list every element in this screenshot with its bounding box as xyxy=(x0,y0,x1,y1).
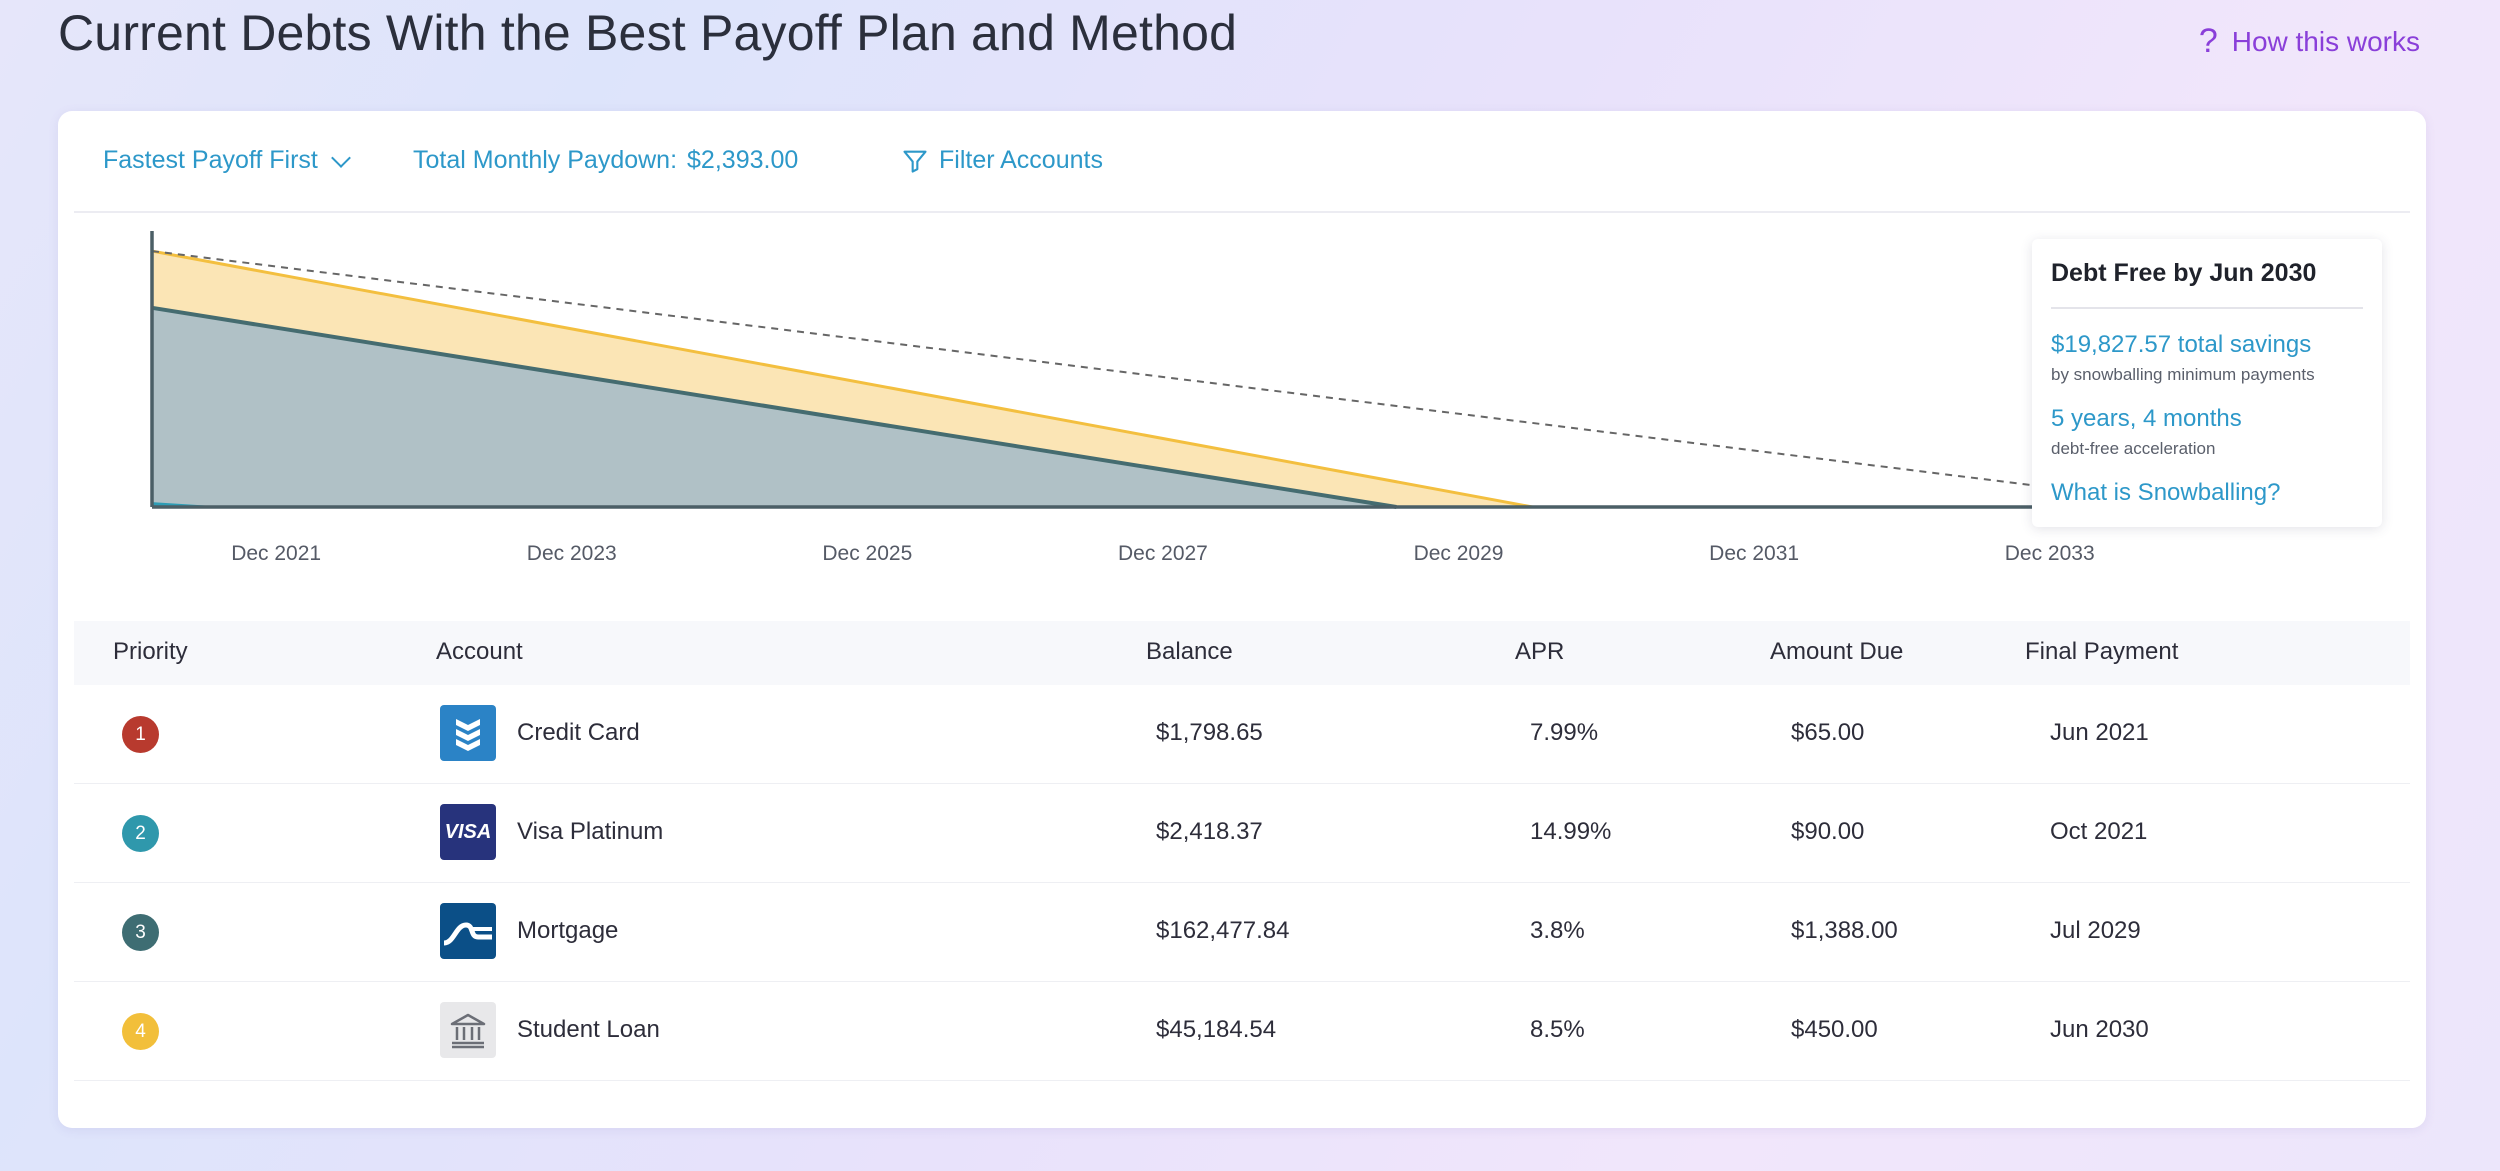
priority-badge: 1 xyxy=(122,716,159,753)
acceleration[interactable]: 5 years, 4 months xyxy=(2051,405,2242,432)
summary-divider xyxy=(2051,307,2363,309)
page-title: Current Debts With the Best Payoff Plan … xyxy=(58,5,1238,61)
filter-icon xyxy=(903,150,927,173)
x-tick-label: Dec 2031 xyxy=(1709,542,1800,565)
amount-due-value: $65.00 xyxy=(1791,719,1865,746)
priority-badge: 4 xyxy=(122,1013,159,1050)
account-name: Credit Card xyxy=(517,719,640,746)
x-tick-label: Dec 2027 xyxy=(1117,542,1208,565)
priority-badge: 2 xyxy=(122,815,159,852)
what-is-snowballing-link[interactable]: What is Snowballing? xyxy=(2051,479,2281,506)
apr-value: 14.99% xyxy=(1530,818,1612,845)
table-row[interactable]: 2 VISA Visa Platinum $2,418.37 14.99% $9… xyxy=(74,784,2410,883)
table-row[interactable]: 1 Credit Card $1,798.65 7.99% $65.00 Jun… xyxy=(74,685,2410,784)
priority-badge: 3 xyxy=(122,914,159,951)
balance-value: $2,418.37 xyxy=(1156,818,1263,845)
final-payment-value: Jun 2030 xyxy=(2050,1016,2149,1043)
apr-value: 7.99% xyxy=(1530,719,1599,746)
filter-label: Filter Accounts xyxy=(939,146,1103,174)
account-name: Student Loan xyxy=(517,1016,660,1043)
header-final-payment[interactable]: Final Payment xyxy=(2025,638,2179,665)
yellow-area-line xyxy=(151,249,1533,509)
visa-icon-text: VISA xyxy=(444,820,492,843)
bank-icon xyxy=(440,1002,496,1058)
total-value: $2,393.00 xyxy=(687,146,799,174)
chevron-down-icon xyxy=(330,147,351,168)
table-row[interactable]: 3 Mortgage $162,477.84 3.8% $1,388.00 Ju… xyxy=(74,883,2410,982)
apr-value: 3.8% xyxy=(1530,917,1585,944)
sort-label: Fastest Payoff First xyxy=(103,146,318,174)
visa-icon: VISA xyxy=(440,804,496,860)
total-label: Total Monthly Paydown: xyxy=(413,146,678,174)
debts-card: Fastest Payoff First Total Monthly Paydo… xyxy=(58,111,2426,1128)
header-amount-due[interactable]: Amount Due xyxy=(1770,638,1904,665)
how-this-works-link[interactable]: ? How this works xyxy=(2199,22,2420,61)
balance-value: $162,477.84 xyxy=(1156,917,1290,944)
total-monthly-paydown[interactable]: Total Monthly Paydown: $2,393.00 xyxy=(413,146,798,175)
sort-dropdown[interactable]: Fastest Payoff First xyxy=(103,146,351,175)
credit-card-icon xyxy=(440,705,496,761)
total-savings-note: by snowballing minimum payments xyxy=(2051,365,2315,384)
account-name: Mortgage xyxy=(517,917,619,944)
table-row[interactable]: 4 Student Loan $45,184.54 8.5% $450.00 J… xyxy=(74,982,2410,1081)
x-tick-label: Dec 2029 xyxy=(1413,542,1504,565)
toolbar: Fastest Payoff First Total Monthly Paydo… xyxy=(74,111,2410,213)
amount-due-value: $450.00 xyxy=(1791,1016,1878,1043)
header-priority[interactable]: Priority xyxy=(113,638,188,665)
mortgage-icon xyxy=(440,903,496,959)
how-this-works-label: How this works xyxy=(2231,25,2420,57)
amount-due-value: $90.00 xyxy=(1791,818,1865,845)
x-tick-label: Dec 2021 xyxy=(231,542,322,565)
header-account[interactable]: Account xyxy=(436,638,523,665)
header-apr[interactable]: APR xyxy=(1515,638,1565,665)
teal-area-line xyxy=(151,305,1397,509)
balance-value: $1,798.65 xyxy=(1156,719,1263,746)
x-tick-label: Dec 2023 xyxy=(526,542,617,565)
debt-free-title: Debt Free by Jun 2030 xyxy=(2051,259,2317,287)
table-header: Priority Account Balance APR Amount Due … xyxy=(74,621,2410,685)
account-name: Visa Platinum xyxy=(517,818,664,845)
x-tick-label: Dec 2033 xyxy=(2004,542,2095,565)
filter-accounts-button[interactable]: Filter Accounts xyxy=(901,146,1103,175)
final-payment-value: Oct 2021 xyxy=(2050,818,2148,845)
x-tick-label: Dec 2025 xyxy=(822,542,913,565)
final-payment-value: Jul 2029 xyxy=(2050,917,2141,944)
apr-value: 8.5% xyxy=(1530,1016,1585,1043)
balance-value: $45,184.54 xyxy=(1156,1016,1277,1043)
total-savings[interactable]: $19,827.57 total savings xyxy=(2051,331,2312,358)
header-balance[interactable]: Balance xyxy=(1146,638,1233,665)
final-payment-value: Jun 2021 xyxy=(2050,719,2149,746)
amount-due-value: $1,388.00 xyxy=(1791,917,1898,944)
summary-panel: Debt Free by Jun 2030 $19,827.57 total s… xyxy=(2032,239,2382,527)
acceleration-note: debt-free acceleration xyxy=(2051,439,2216,458)
question-icon: ? xyxy=(2198,22,2218,60)
